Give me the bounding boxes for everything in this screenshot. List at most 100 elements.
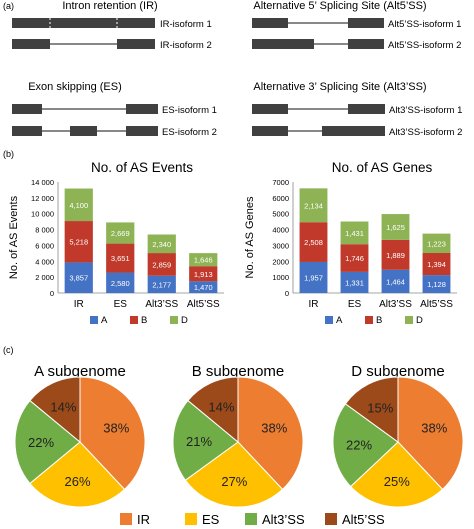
ir-isoform2-exon <box>117 39 155 49</box>
legend-swatch <box>185 513 197 525</box>
bar-segment-D <box>340 221 369 245</box>
y-tick-label: 14 000 <box>31 178 54 187</box>
panel-c-label: (c) <box>3 345 14 355</box>
es-isoform1-exon <box>126 104 158 114</box>
bar-segment-D <box>299 188 328 223</box>
legend-label: Alt5’SS <box>342 512 385 527</box>
y-tick-label: 2000 <box>272 257 289 266</box>
as-genes-chart: No. of AS Genes No. of AS Genes 0 1000 2000 3… <box>244 160 457 326</box>
legend-label: B <box>376 315 382 326</box>
bar-segment-B <box>189 266 218 282</box>
panel-a-label: (a) <box>3 1 14 11</box>
slice-label: 25% <box>384 474 410 489</box>
slice-label: 38% <box>103 421 129 436</box>
y-tick-label: 7000 <box>272 178 289 187</box>
es-isoform2-label: ES-isoform 2 <box>162 127 217 138</box>
alt5ss-isoform1-label: Alt5’SS-isoform 1 <box>388 19 461 30</box>
alt3ss-isoform2-label: Alt3’SS-isoform 2 <box>389 127 462 138</box>
slice-label: 38% <box>261 421 287 436</box>
bar-segment-D <box>106 222 135 244</box>
y-tick-label: 8 000 <box>35 226 54 235</box>
x-tick-label: IR <box>309 299 319 310</box>
legend-label: IR <box>137 512 150 527</box>
pie-legend: IR ES Alt3’SS Alt5’SS <box>120 512 385 527</box>
data-label: 1,331 <box>345 278 364 287</box>
bar-segment-B <box>106 243 135 273</box>
es-diagram: Exon skipping (ES) ES-isoform 1 ES-isofo… <box>12 81 217 138</box>
bar-segment-B <box>422 253 451 276</box>
data-label: 3,857 <box>69 274 88 283</box>
x-tick-label: Alt5’SS <box>420 299 453 310</box>
bar-segment-A <box>340 271 369 293</box>
y-tick-label: 12 000 <box>31 194 54 203</box>
bar-segment-D <box>189 253 218 267</box>
alt5ss-isoform2-label: Alt5’SS-isoform 2 <box>388 40 461 51</box>
y-tick-label: 2 000 <box>35 273 54 282</box>
slice-label: 22% <box>346 437 372 452</box>
slice-label: 15% <box>367 400 393 415</box>
bar-segment-B <box>147 253 176 276</box>
legend-label: A <box>336 315 343 326</box>
bar-segment-D <box>422 233 451 254</box>
alt5ss-isoform2-exon <box>348 39 384 49</box>
data-label: 1,913 <box>194 270 213 279</box>
pie-slice <box>29 441 126 508</box>
pie-title: D subgenome <box>351 363 444 380</box>
data-label: 3,651 <box>111 254 130 263</box>
data-label: 1,746 <box>345 254 364 263</box>
data-label: 2,340 <box>152 240 171 249</box>
legend-label: B <box>141 315 147 326</box>
alt3ss-diagram: Alternative 3’ Splicing Site (Alt3’SS) A… <box>252 81 462 138</box>
pie-slice <box>237 376 304 491</box>
pie-slice <box>344 376 399 443</box>
legend-swatch-B <box>365 316 373 324</box>
legend-swatch-B <box>130 316 138 324</box>
legend-label: A <box>101 315 108 326</box>
legend-label: D <box>181 315 188 326</box>
pie-title: B subgenome <box>192 363 285 380</box>
data-label: 1,889 <box>386 251 405 260</box>
es-isoform1-label: ES-isoform 1 <box>162 105 217 116</box>
y-tick-label: 1000 <box>272 273 289 282</box>
bar-segment-A <box>147 275 176 293</box>
data-label: 2,580 <box>111 279 130 288</box>
slice-label: 14% <box>208 400 234 415</box>
bar-segment-A <box>381 269 410 293</box>
pie-slice <box>397 376 464 491</box>
alt3ss-isoform1-label: Alt3’SS-isoform 1 <box>389 105 462 116</box>
pie-title: A subgenome <box>34 363 126 380</box>
legend-swatch-A <box>325 316 333 324</box>
ir-isoform1-exon <box>12 18 155 28</box>
es-isoform1-exon <box>12 104 42 114</box>
pie-slice <box>349 441 444 508</box>
es-isoform2-exon <box>12 126 42 136</box>
data-label: 5,218 <box>69 238 88 247</box>
pie-slice <box>187 376 239 444</box>
pie-slice <box>14 399 81 485</box>
y-tick-label: 6 000 <box>35 241 54 250</box>
bar-segment-B <box>64 221 93 263</box>
data-label: 1,625 <box>386 223 405 232</box>
alt5ss-isoform1-exon <box>348 18 384 28</box>
pie-slice <box>29 376 81 444</box>
legend-label: Alt3’SS <box>262 512 305 527</box>
slice-label: 21% <box>186 434 212 449</box>
as-events-chart: No. of AS Events No. of AS Events 0 2 000 4 … <box>8 160 224 326</box>
ir-isoform2-label: IR-isoform 2 <box>160 40 212 51</box>
legend-swatch-D <box>405 316 413 324</box>
alt5ss-isoform2-exon <box>252 39 314 49</box>
y-axis-label: No. of AS Events <box>8 195 20 279</box>
ir-isoform1-label: IR-isoform 1 <box>160 19 212 30</box>
x-tick-label: ES <box>114 299 128 310</box>
bar-segment-B <box>340 244 369 272</box>
data-label: 2,508 <box>304 238 323 247</box>
alt3ss-isoform2-exon <box>252 126 288 136</box>
data-label: 2,177 <box>152 280 171 289</box>
data-label: 1,128 <box>427 280 446 289</box>
x-tick-label: ES <box>348 299 362 310</box>
data-label: 1,394 <box>427 260 446 269</box>
legend-label: ES <box>202 512 220 527</box>
alt3ss-isoform2-exon <box>322 126 385 136</box>
legend-swatch <box>245 513 257 525</box>
ir-diagram: Intron retention (IR) IR-isoform 1 IR-is… <box>12 0 212 51</box>
